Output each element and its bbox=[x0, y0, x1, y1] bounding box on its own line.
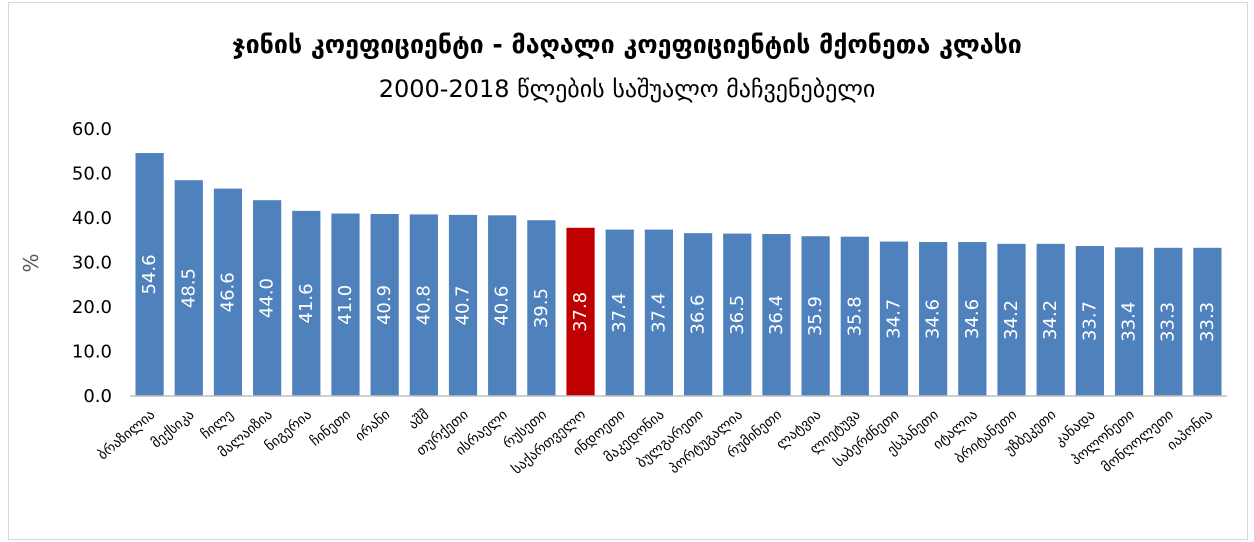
value-label-11: 37.8 bbox=[570, 292, 591, 332]
value-label-6: 40.9 bbox=[374, 285, 395, 325]
value-label-25: 33.4 bbox=[1119, 302, 1140, 342]
category-label-7: აშშ bbox=[406, 407, 433, 433]
value-label-2: 46.6 bbox=[217, 272, 238, 312]
bar-10 bbox=[527, 220, 556, 396]
value-label-14: 36.6 bbox=[688, 295, 709, 335]
value-label-3: 44.0 bbox=[257, 278, 278, 318]
value-label-26: 33.3 bbox=[1158, 302, 1179, 342]
bar-26 bbox=[1154, 247, 1183, 396]
bar-8 bbox=[448, 214, 478, 396]
value-label-4: 41.6 bbox=[296, 283, 317, 323]
y-axis-ticks: 0.0 10.0 20.0 30.0 40.0 50.0 60.0 bbox=[72, 119, 112, 407]
value-label-16: 36.4 bbox=[766, 295, 787, 335]
bar-21 bbox=[958, 242, 987, 396]
category-label-6: ირანი bbox=[352, 406, 394, 445]
bar-15 bbox=[723, 233, 752, 396]
category-label-0: ბრაზილია bbox=[94, 406, 158, 463]
y-tick-label-0: 0.0 bbox=[83, 386, 112, 407]
bar-13 bbox=[644, 229, 674, 396]
y-tick-label-4: 40.0 bbox=[72, 208, 112, 229]
y-tick-label-3: 30.0 bbox=[72, 253, 112, 274]
bar-11 bbox=[566, 227, 595, 396]
bar-0 bbox=[135, 153, 164, 396]
value-label-18: 35.8 bbox=[844, 296, 865, 336]
value-label-0: 54.6 bbox=[139, 254, 160, 294]
value-label-15: 36.5 bbox=[727, 295, 748, 335]
bar-12 bbox=[605, 229, 634, 396]
bar-17 bbox=[801, 236, 830, 396]
value-label-17: 35.9 bbox=[805, 296, 826, 336]
bar-25 bbox=[1114, 247, 1144, 396]
bar-5 bbox=[331, 213, 360, 396]
bars-group bbox=[135, 153, 1222, 396]
bar-2 bbox=[213, 188, 243, 396]
category-label-5: ჩინეთი bbox=[307, 407, 354, 450]
bar-14 bbox=[683, 233, 713, 396]
value-label-1: 48.5 bbox=[178, 268, 199, 308]
chart-subtitle: 2000-2018 წლების საშუალო მაჩვენებელი bbox=[378, 75, 876, 103]
y-tick-label-5: 50.0 bbox=[72, 164, 112, 185]
y-tick-label-2: 20.0 bbox=[72, 297, 112, 318]
category-label-1: მექსიკა bbox=[148, 407, 197, 452]
value-label-7: 40.8 bbox=[413, 285, 434, 325]
bar-4 bbox=[292, 210, 321, 396]
value-labels-group: 54.6 48.5 46.6 44.0 41.6 41.0 40.9 40.8 40.7 40.6… bbox=[139, 254, 1218, 341]
bar-9 bbox=[488, 215, 517, 396]
bar-16 bbox=[762, 234, 791, 396]
y-tick-label-1: 10.0 bbox=[72, 342, 112, 363]
y-tick-label-6: 60.0 bbox=[72, 119, 112, 140]
bar-20 bbox=[919, 242, 948, 396]
value-label-5: 41.0 bbox=[335, 285, 356, 325]
bar-3 bbox=[253, 200, 282, 396]
chart-title: ჯინის კოეფიციენტი - მაღალი კოეფიციენტის … bbox=[232, 30, 1022, 59]
value-label-9: 40.6 bbox=[492, 286, 513, 326]
bar-24 bbox=[1075, 246, 1104, 396]
value-label-20: 34.6 bbox=[923, 299, 944, 339]
bar-23 bbox=[1036, 243, 1065, 396]
bar-27 bbox=[1193, 247, 1222, 396]
value-label-10: 39.5 bbox=[531, 288, 552, 328]
value-label-24: 33.7 bbox=[1079, 301, 1100, 341]
value-label-19: 34.7 bbox=[883, 299, 904, 339]
bar-19 bbox=[879, 241, 909, 396]
value-label-12: 37.4 bbox=[609, 293, 630, 333]
value-label-21: 34.6 bbox=[962, 299, 983, 339]
value-label-23: 34.2 bbox=[1040, 300, 1061, 340]
value-label-8: 40.7 bbox=[453, 285, 474, 325]
value-label-22: 34.2 bbox=[1001, 300, 1022, 340]
bar-1 bbox=[174, 180, 203, 396]
bar-22 bbox=[997, 243, 1026, 396]
bar-18 bbox=[840, 236, 869, 396]
bar-7 bbox=[409, 214, 438, 396]
bar-6 bbox=[370, 213, 399, 396]
y-axis-title: % bbox=[19, 253, 43, 272]
value-label-13: 37.4 bbox=[648, 293, 669, 333]
value-label-27: 33.3 bbox=[1197, 302, 1218, 342]
